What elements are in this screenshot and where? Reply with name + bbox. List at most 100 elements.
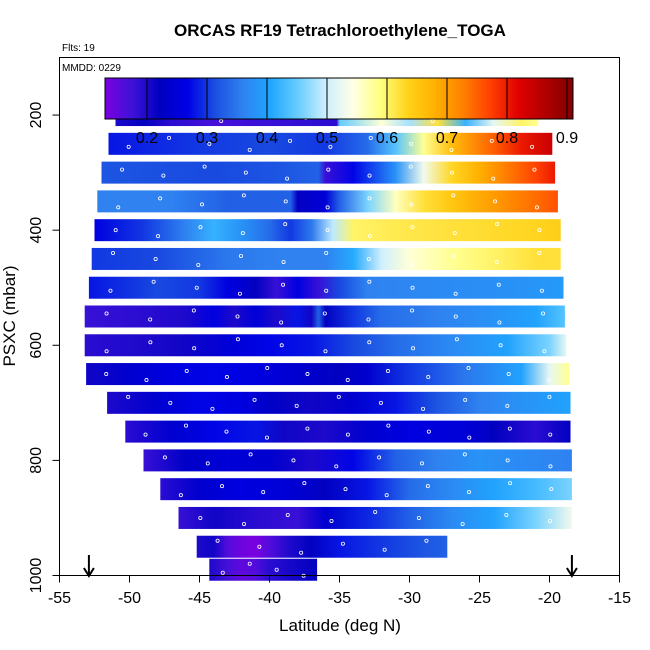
sample-point (367, 196, 372, 201)
sample-point (506, 372, 511, 377)
sample-point (496, 282, 501, 287)
sample-point (377, 455, 382, 460)
sample-point (168, 400, 173, 405)
sample-point (421, 406, 426, 411)
sample-point (126, 394, 131, 399)
x-tick-label: -45 (188, 590, 211, 607)
sample-point (382, 547, 387, 552)
sample-point (410, 285, 415, 290)
sample-point (248, 452, 253, 457)
sample-point (274, 567, 279, 572)
sample-point (158, 196, 163, 201)
sample-point (367, 340, 372, 345)
colorbar-tick-label: 0.8 (496, 130, 518, 147)
sample-point (257, 544, 262, 549)
y-axis-label: PSXC (mbar) (0, 265, 19, 366)
data-layer (101, 161, 556, 184)
colorbar-tick-label: 0.4 (256, 130, 278, 147)
sample-point (161, 173, 166, 178)
sample-point (198, 225, 203, 230)
data-layer (107, 391, 571, 414)
data-layer (86, 363, 570, 386)
sample-point (505, 458, 510, 463)
sample-point (345, 378, 350, 383)
sample-point (537, 228, 542, 233)
sample-point (452, 231, 457, 236)
sample-point (156, 234, 161, 239)
data-layer (97, 190, 558, 213)
sample-point (325, 205, 330, 210)
y-tick-label: 400 (28, 217, 45, 244)
date-note: MMDD: 0229 (62, 63, 121, 74)
sample-point (385, 369, 390, 374)
sample-point (264, 435, 269, 440)
sample-point (162, 455, 167, 460)
sample-point (498, 343, 503, 348)
sample-point (378, 400, 383, 405)
x-tick-label: -30 (398, 590, 421, 607)
sample-point (104, 372, 109, 377)
sample-point (116, 205, 121, 210)
data-layer (84, 305, 565, 328)
sample-point (329, 518, 334, 523)
marker-arrow-head (566, 567, 578, 578)
sample-point (261, 490, 266, 495)
data-layer (209, 558, 318, 581)
sample-point (192, 346, 197, 351)
sample-point (235, 314, 240, 319)
sample-point (384, 493, 389, 498)
data-layers (84, 104, 572, 581)
sample-point (281, 259, 286, 264)
y-tick-label: 800 (28, 447, 45, 474)
sample-point (340, 541, 345, 546)
data-layer (178, 506, 572, 529)
flights-note: Flts: 19 (62, 43, 95, 54)
sample-point (546, 378, 551, 383)
x-tick-label: -55 (48, 590, 71, 607)
sample-point (548, 464, 553, 469)
sample-point (215, 538, 220, 543)
sample-point (294, 403, 299, 408)
sample-point (305, 426, 310, 431)
sample-point (507, 426, 512, 431)
sample-point (489, 138, 494, 143)
data-layer (125, 420, 571, 443)
sample-point (463, 397, 468, 402)
colorbar-tick-label: 0.3 (196, 130, 218, 147)
sample-point (143, 432, 148, 437)
sample-point (324, 250, 329, 255)
sample-point (238, 253, 243, 258)
sample-point (113, 228, 118, 233)
sample-point (425, 484, 430, 489)
sample-point (410, 308, 415, 313)
sample-point (416, 515, 421, 520)
data-layer (94, 219, 561, 242)
sample-point (336, 394, 341, 399)
sample-point (426, 375, 431, 380)
sample-point (548, 432, 553, 437)
x-axis-label: Latitude (deg N) (279, 616, 401, 635)
sample-point (240, 231, 245, 236)
sample-point (373, 509, 378, 514)
sample-point (453, 291, 458, 296)
x-tick-label: -40 (258, 590, 281, 607)
sample-point (148, 340, 153, 345)
sample-point (220, 484, 225, 489)
sample-point (291, 458, 296, 463)
sample-point (366, 317, 371, 322)
sample-point (462, 452, 467, 457)
marker-arrow-head (83, 567, 95, 578)
sample-point (191, 308, 196, 313)
sample-point (409, 262, 414, 267)
sample-point (151, 279, 156, 284)
sample-point (153, 256, 158, 261)
sample-point (324, 288, 329, 293)
sample-point (542, 349, 547, 354)
sample-point (235, 337, 240, 342)
sample-point (328, 144, 333, 149)
sample-point (285, 512, 290, 517)
sample-point (322, 311, 327, 316)
sample-point (451, 193, 456, 198)
x-tick-label: -50 (118, 590, 141, 607)
